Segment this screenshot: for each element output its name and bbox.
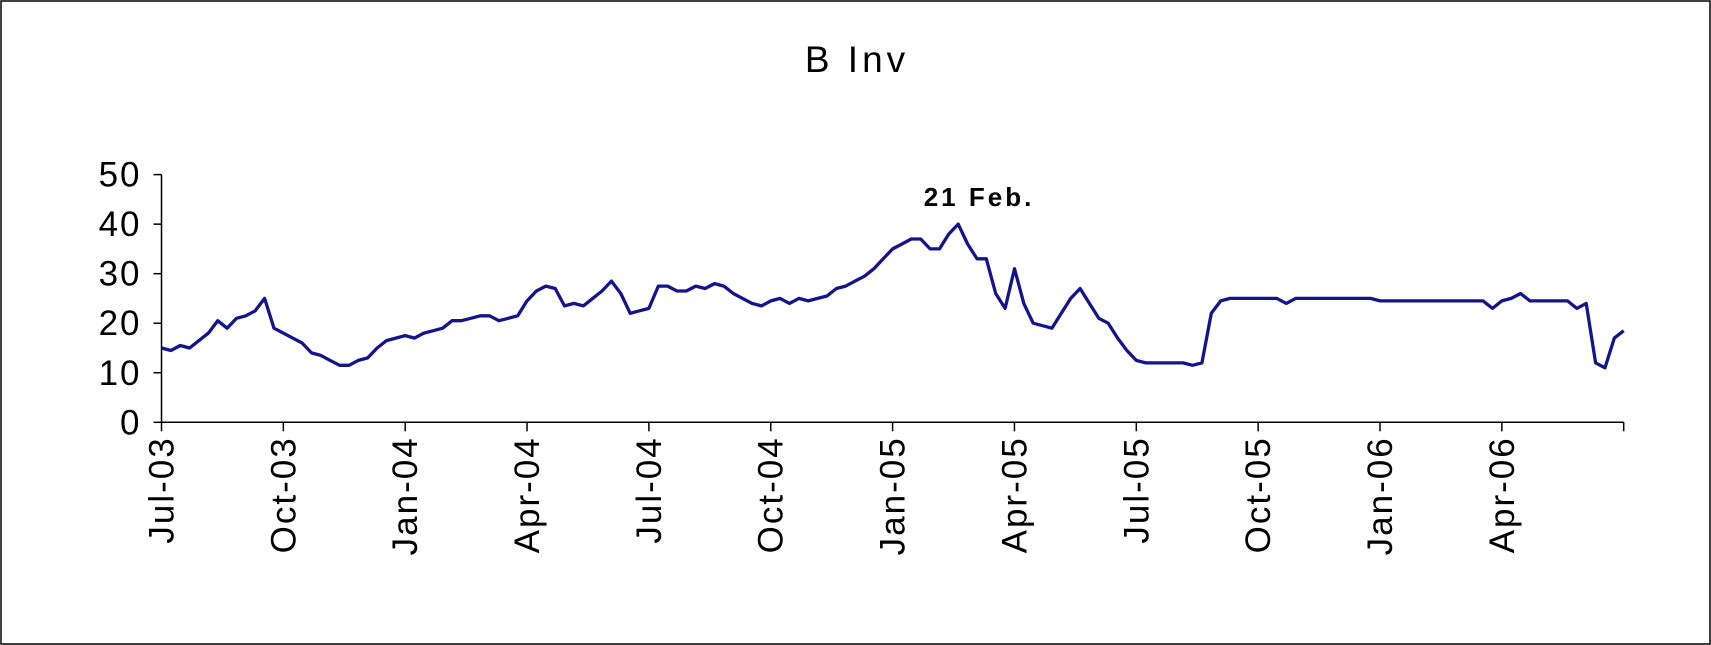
- x-tick-label: Oct-03: [264, 436, 303, 553]
- y-tick-label: 10: [99, 354, 142, 393]
- data-line: [161, 222, 1625, 370]
- x-tick-label: Jan-04: [386, 436, 425, 555]
- x-tick-label: Oct-04: [752, 436, 791, 553]
- chart-title: B Inv: [805, 39, 909, 80]
- annotation: 21 Feb.: [924, 182, 1035, 212]
- x-tick-label: Jul-03: [143, 436, 182, 543]
- x-tick-label: Apr-05: [995, 436, 1034, 553]
- y-tick-label: 30: [99, 255, 142, 294]
- x-tick-label: Jan-06: [1361, 436, 1400, 555]
- x-tick-label: Jan-05: [874, 436, 913, 555]
- y-tick-label: 20: [99, 304, 142, 343]
- y-tick-label: 50: [99, 156, 142, 195]
- x-tick-label: Jul-04: [630, 436, 669, 543]
- x-tick-label: Jul-05: [1117, 436, 1156, 543]
- y-tick-label: 0: [120, 403, 141, 442]
- x-tick-label: Oct-05: [1239, 436, 1278, 553]
- y-tick-label: 40: [99, 205, 142, 244]
- x-tick-label: Apr-06: [1483, 436, 1522, 553]
- x-tick-label: Apr-04: [508, 436, 547, 553]
